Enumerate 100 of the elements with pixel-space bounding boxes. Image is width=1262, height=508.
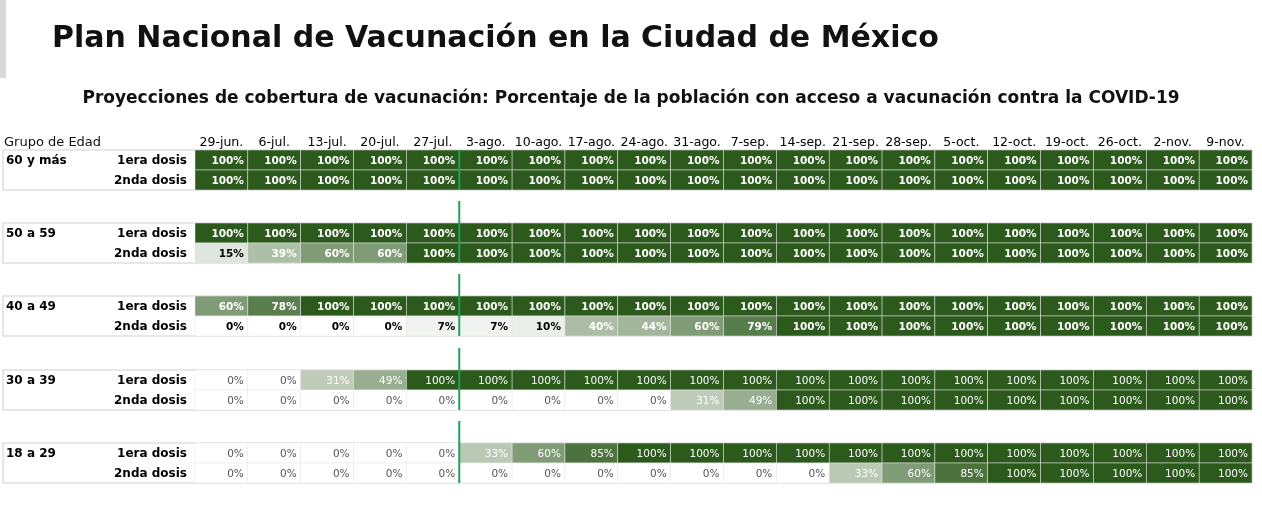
data-label: 100% <box>1109 320 1143 332</box>
data-label: 60% <box>377 247 403 259</box>
data-label: 100% <box>264 227 298 239</box>
data-label: 100% <box>845 174 879 186</box>
data-label: 100% <box>1059 394 1090 406</box>
data-label: 100% <box>1112 394 1143 406</box>
data-label: 100% <box>1059 467 1090 479</box>
data-label: 100% <box>1057 227 1090 239</box>
data-label: 100% <box>317 174 351 186</box>
data-label: 100% <box>1217 467 1249 479</box>
data-label: 100% <box>211 174 245 186</box>
data-label: 100% <box>1162 320 1196 332</box>
data-label: 100% <box>1165 374 1196 386</box>
text: 60 y más <box>6 153 67 167</box>
data-label: 15% <box>218 247 245 259</box>
data-label: 100% <box>1004 227 1038 239</box>
data-label: 100% <box>687 227 720 239</box>
data-label: 0% <box>385 467 403 479</box>
data-label: 100% <box>1217 374 1249 386</box>
data-label: 0% <box>280 467 297 479</box>
data-label: 100% <box>742 374 773 386</box>
y-tick-label: 1era dosis <box>117 226 187 240</box>
data-label: 100% <box>689 447 720 459</box>
data-label: 100% <box>1004 247 1038 259</box>
data-label: 100% <box>848 394 879 406</box>
data-label: 100% <box>1112 374 1143 386</box>
x-tick-label: 27-jul. <box>413 134 453 149</box>
y-tick-label: 2nda dosis <box>114 173 187 187</box>
text: 40 a 49 <box>6 299 56 313</box>
data-label: 100% <box>1109 300 1143 312</box>
data-label: 0% <box>227 394 244 406</box>
data-label: 0% <box>280 447 297 459</box>
data-label: 31% <box>696 394 720 406</box>
data-label: 100% <box>1165 394 1196 406</box>
text: Grupo de Edad <box>4 134 102 149</box>
data-label: 60% <box>537 447 561 459</box>
x-tick-label: 26-oct. <box>1097 134 1142 149</box>
data-label: 100% <box>1006 447 1037 459</box>
data-label: 0% <box>597 467 614 479</box>
data-label: 100% <box>528 174 562 186</box>
data-label: 100% <box>848 374 879 386</box>
data-label: 0% <box>280 394 297 406</box>
data-label: 100% <box>900 374 931 386</box>
data-label: 0% <box>227 374 244 386</box>
data-label: 0% <box>544 394 561 406</box>
data-label: 60% <box>324 247 351 259</box>
data-label: 100% <box>581 227 615 239</box>
data-label: 0% <box>332 394 350 406</box>
y-tick-label: 1era dosis <box>117 446 187 460</box>
data-label: 10% <box>535 320 562 332</box>
data-label: 100% <box>898 174 932 186</box>
data-label: 100% <box>530 374 561 386</box>
data-label: 100% <box>1109 174 1143 186</box>
data-label: 0% <box>385 394 403 406</box>
data-label: 100% <box>951 320 985 332</box>
data-label: 100% <box>1165 447 1196 459</box>
data-label: 44% <box>641 320 668 332</box>
x-tick-label: 17-ago. <box>567 134 616 149</box>
x-tick-label: 3-ago. <box>465 134 506 149</box>
data-label: 100% <box>478 374 509 386</box>
data-label: 100% <box>687 154 720 166</box>
data-label: 100% <box>634 227 668 239</box>
data-label: 100% <box>953 394 984 406</box>
x-tick-label: 21-sep. <box>832 134 879 149</box>
data-label: 40% <box>588 320 615 332</box>
data-label: 0% <box>280 374 297 386</box>
data-label: 100% <box>792 247 826 259</box>
data-label: 100% <box>1059 447 1090 459</box>
y-tick-label: 1era dosis <box>117 373 187 387</box>
x-tick-label: 29-jun. <box>199 134 244 149</box>
data-label: 100% <box>1004 154 1038 166</box>
data-label: 0% <box>438 394 456 406</box>
data-label: 100% <box>1215 320 1249 332</box>
data-label: 60% <box>907 467 931 479</box>
data-label: 100% <box>422 300 456 312</box>
data-label: 0% <box>438 447 456 459</box>
data-label: 100% <box>1057 320 1090 332</box>
data-label: 100% <box>795 394 826 406</box>
data-label: 100% <box>528 154 562 166</box>
x-tick-label: 2-nov. <box>1153 134 1192 149</box>
data-label: 0% <box>808 467 826 479</box>
data-label: 0% <box>649 467 667 479</box>
data-label: 100% <box>898 300 932 312</box>
data-label: 0% <box>544 467 561 479</box>
data-label: 60% <box>218 300 245 312</box>
y-tick-label: 2nda dosis <box>114 319 187 333</box>
data-label: 100% <box>739 154 773 166</box>
x-tick-label: 10-ago. <box>514 134 563 149</box>
data-label: 100% <box>264 154 298 166</box>
data-label: 0% <box>332 447 350 459</box>
data-label: 100% <box>951 247 985 259</box>
data-label: 100% <box>1109 227 1143 239</box>
data-label: 7% <box>437 320 456 332</box>
data-label: 100% <box>211 154 245 166</box>
data-label: 100% <box>742 447 773 459</box>
data-label: 100% <box>689 374 720 386</box>
y-tick-label: 1era dosis <box>117 153 187 167</box>
x-tick-label: 14-sep. <box>779 134 827 149</box>
data-label: 100% <box>1006 394 1037 406</box>
data-label: 0% <box>491 394 509 406</box>
